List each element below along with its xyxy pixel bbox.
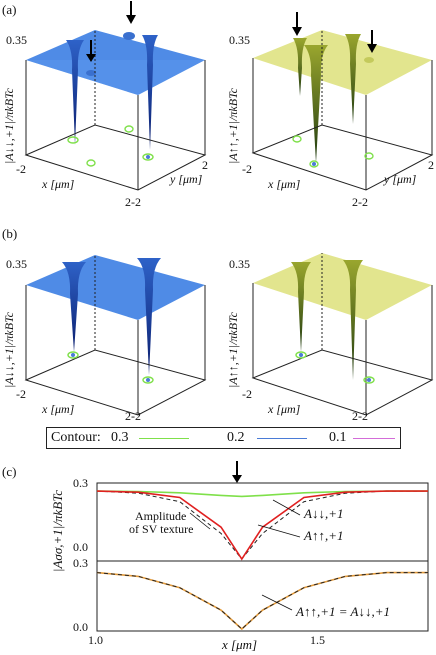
contour-legend: Contour: 0.3 0.2 0.1 — [46, 427, 401, 449]
z-tick-a-right: 0.35 — [229, 33, 250, 47]
annotation-equal: A↑↑,+1 = A↓↓,+1 — [296, 604, 390, 619]
tick-a-left-corner: 2-2 — [125, 195, 141, 209]
xlabel-b-left: x [μm] — [42, 402, 75, 416]
legend-line-0 — [139, 438, 189, 439]
dip-2 — [137, 258, 161, 375]
ylabel-a-left: |A↓↓,+1|/πkBTc — [2, 88, 16, 164]
legend-value-2: 0.1 — [329, 430, 347, 445]
ylabel3d-a-right: y [μm] — [384, 172, 417, 186]
dip-1 — [291, 262, 311, 352]
annotation-sv-1: Amplitude — [135, 509, 187, 523]
legend-line-2 — [353, 438, 395, 439]
surface-plane — [26, 255, 205, 320]
series-upper-red — [96, 490, 428, 561]
legend-title: Contour: — [51, 430, 101, 445]
tick-b-left-neg2: -2 — [16, 387, 26, 401]
dip-1 — [66, 40, 84, 145]
panel-label-c: (c) — [2, 464, 17, 479]
panel-label-b: (b) — [2, 226, 18, 241]
xtick-1.0: 1.0 — [88, 633, 103, 647]
lower-frame — [96, 560, 429, 632]
ylabel-b-right: |A↑↑,+1|/πkBTc — [226, 312, 240, 388]
dip-4 — [86, 70, 96, 76]
z-tick-a-left: 0.35 — [6, 33, 27, 47]
tick-a-right-neg2: -2 — [242, 162, 252, 176]
xlabel-a-left: x [μm] — [42, 177, 75, 191]
series-lower-orange — [96, 571, 428, 631]
surface-plane — [253, 253, 432, 320]
legend-line-1 — [257, 438, 307, 439]
tick-a-right-corner: 2-2 — [352, 195, 368, 209]
dip-2 — [343, 260, 363, 380]
tick-b-right-corner: 2-2 — [352, 409, 368, 423]
xlabel-c: x [μm] — [222, 637, 258, 652]
surface-plots — [24, 1, 434, 416]
line-chart — [96, 461, 429, 632]
ylabel3d-a-left: y [μm] — [170, 172, 203, 186]
annotation-up: A↑↑,+1 — [304, 528, 344, 543]
plot-a-right — [251, 12, 434, 191]
plot-b-left — [24, 255, 207, 416]
dip-2 — [345, 34, 361, 124]
tick-b-right-neg2: -2 — [242, 387, 252, 401]
upper-series — [96, 490, 428, 561]
ylabel-b-left: |A↓↓,+1|/πkBTc — [2, 312, 16, 388]
panel-label-a: (a) — [2, 2, 17, 17]
tick-a-left-neg2: -2 — [16, 162, 26, 176]
dip-2 — [142, 35, 158, 150]
ytick-lower-0.0: 0.0 — [73, 620, 88, 634]
tick-a-left-pos2: 2 — [202, 158, 208, 172]
plot-b-right — [251, 253, 434, 416]
legend-value-1: 0.2 — [227, 430, 245, 445]
series-lower-black-dashed — [96, 572, 428, 630]
ytick-upper-0.0: 0.0 — [73, 540, 88, 554]
surface-plane — [253, 30, 432, 95]
ylabel-a-right: |A↑↑,+1|/πkBTc — [226, 88, 240, 164]
annotation-sv-2: of SV texture — [129, 522, 194, 536]
tick-a-right-pos2: 2 — [428, 158, 434, 172]
ytick-upper-0.3: 0.3 — [73, 476, 88, 490]
dip-1 — [62, 262, 86, 352]
lower-series — [96, 571, 428, 631]
ytick-lower-0.3: 0.3 — [73, 556, 88, 570]
tick-b-left-corner: 2-2 — [125, 409, 141, 423]
ylabel-c: |Aσσ,+1|/πkBTc — [50, 490, 65, 573]
xlabel-b-right: x [μm] — [268, 402, 301, 416]
plot-a-left — [24, 1, 207, 191]
z-tick-b-right: 0.35 — [229, 257, 250, 271]
xlabel-a-right: x [μm] — [268, 177, 301, 191]
annotation-down: A↓↓,+1 — [304, 506, 344, 521]
xtick-1.5: 1.5 — [310, 633, 325, 647]
z-tick-b-left: 0.35 — [6, 257, 27, 271]
dip-1 — [304, 45, 328, 163]
dip-3 — [123, 32, 135, 40]
legend-value-0: 0.3 — [111, 430, 129, 445]
